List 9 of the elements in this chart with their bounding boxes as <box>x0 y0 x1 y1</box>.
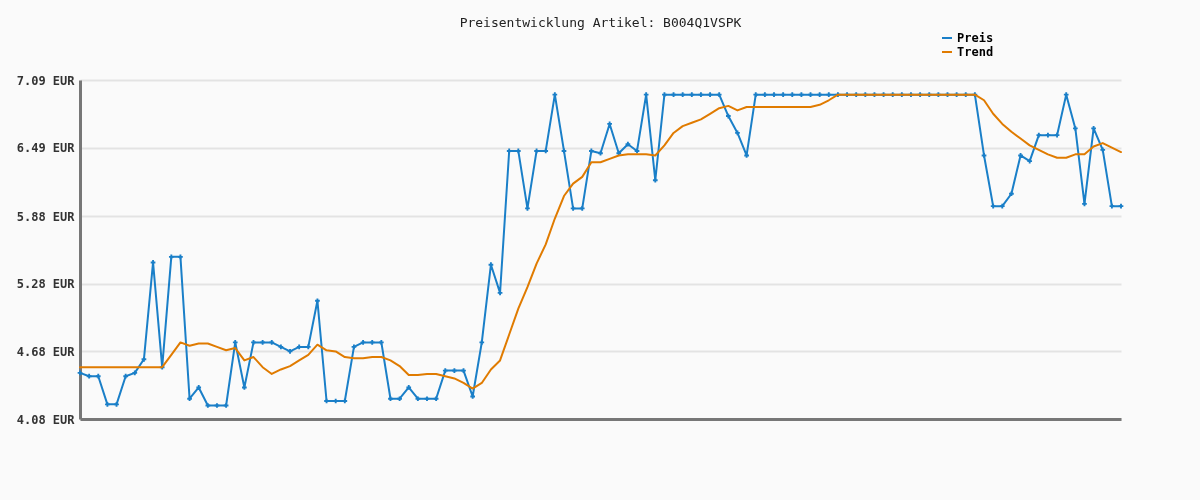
y-tick-label: 6.49 EUR <box>16 141 76 156</box>
legend-label: Trend <box>957 45 994 59</box>
y-tick-label: 7.09 EUR <box>16 73 76 88</box>
y-tick-label: 5.88 EUR <box>16 209 76 224</box>
y-tick-label: 4.68 EUR <box>16 344 76 359</box>
legend-label: Preis <box>957 31 994 45</box>
chart-title: Preisentwicklung Artikel: B004Q1VSPK <box>459 15 742 30</box>
y-tick-label: 5.28 EUR <box>16 277 76 292</box>
y-tick-label: 4.08 EUR <box>16 412 76 427</box>
